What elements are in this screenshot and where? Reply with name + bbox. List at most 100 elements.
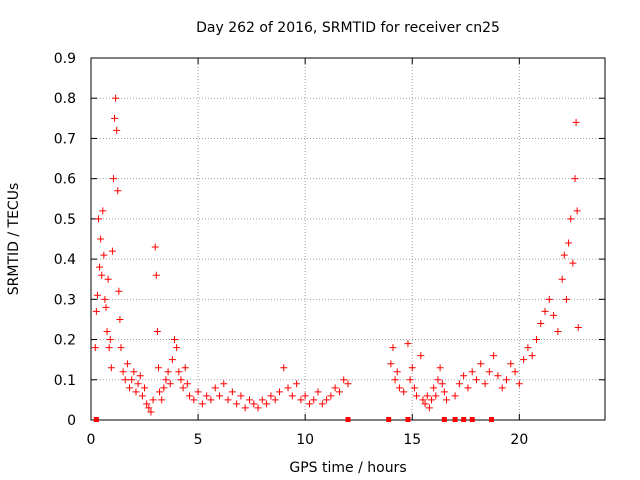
data-point: [340, 376, 348, 384]
data-point: [434, 376, 442, 384]
data-point: [460, 372, 468, 380]
data-point: [190, 396, 198, 404]
data-point: [145, 404, 153, 412]
data-point: [567, 215, 575, 223]
data-point: [93, 291, 101, 299]
data-point: [288, 392, 296, 400]
data-points: [91, 94, 582, 416]
data-point: [571, 175, 579, 183]
y-tick-label: 0.9: [54, 51, 76, 67]
data-point: [344, 380, 352, 388]
data-point: [103, 328, 111, 336]
data-point: [143, 400, 151, 408]
data-point: [545, 295, 553, 303]
data-point: [400, 388, 408, 396]
data-point: [284, 384, 292, 392]
data-point: [323, 396, 331, 404]
data-point: [162, 376, 170, 384]
data-point: [438, 380, 446, 388]
zero-marker: [93, 417, 99, 422]
data-point: [101, 295, 109, 303]
data-point: [207, 396, 215, 404]
data-point: [524, 344, 532, 352]
data-point: [574, 323, 582, 331]
data-point: [224, 396, 232, 404]
data-point: [423, 392, 431, 400]
data-point: [92, 307, 100, 315]
data-point: [228, 388, 236, 396]
y-axis-ticks: 0 0.1 0.2 0.3 0.4 0.5 0.6 0.7 0.8 0.9: [54, 51, 605, 429]
x-tick-label: 10: [296, 432, 314, 448]
data-point: [408, 364, 416, 372]
data-point: [267, 392, 275, 400]
data-point: [387, 360, 395, 368]
y-axis-label: SRMTID / TECUs: [6, 183, 22, 296]
data-point: [203, 392, 211, 400]
zero-marker: [469, 417, 475, 422]
data-point: [560, 251, 568, 259]
data-point: [395, 384, 403, 392]
data-point: [254, 404, 262, 412]
data-point: [119, 368, 127, 376]
y-tick-label: 0.5: [54, 212, 76, 228]
data-point: [502, 376, 510, 384]
data-point: [112, 94, 120, 102]
data-point: [107, 364, 115, 372]
data-point: [258, 396, 266, 404]
data-point: [419, 396, 427, 404]
data-point: [121, 376, 129, 384]
data-point: [406, 376, 414, 384]
data-point: [237, 392, 245, 400]
zero-marker: [405, 417, 411, 422]
data-point: [305, 400, 313, 408]
data-point: [404, 340, 412, 348]
data-point: [271, 396, 279, 404]
zero-marker: [386, 417, 392, 422]
chart-title: Day 262 of 2016, SRMTID for receiver cn2…: [196, 20, 500, 36]
data-point: [141, 384, 149, 392]
data-point: [430, 384, 438, 392]
data-point: [562, 295, 570, 303]
data-point: [464, 384, 472, 392]
data-point: [158, 396, 166, 404]
data-point: [428, 396, 436, 404]
data-point: [152, 271, 160, 279]
data-point: [443, 396, 451, 404]
data-point: [481, 380, 489, 388]
data-point: [425, 404, 433, 412]
data-point: [198, 400, 206, 408]
plot-frame: [90, 57, 606, 421]
data-point: [128, 376, 136, 384]
y-tick-label: 0.4: [54, 252, 76, 268]
data-point: [241, 404, 249, 412]
data-point: [151, 243, 159, 251]
data-point: [490, 352, 498, 360]
data-point: [123, 360, 131, 368]
data-point: [99, 207, 107, 215]
data-point: [211, 384, 219, 392]
x-axis-ticks: 0 5 10 15 20: [87, 58, 528, 448]
y-tick-label: 0.2: [54, 333, 76, 349]
data-point: [138, 392, 146, 400]
data-point: [156, 388, 164, 396]
data-point: [455, 380, 463, 388]
data-point: [550, 311, 558, 319]
data-point: [130, 368, 138, 376]
data-point: [164, 368, 172, 376]
data-point: [507, 360, 515, 368]
data-point: [153, 328, 161, 336]
data-point: [293, 380, 301, 388]
data-point: [275, 388, 283, 396]
data-point: [440, 388, 448, 396]
data-point: [473, 376, 480, 384]
data-point: [154, 364, 162, 372]
data-point: [113, 126, 121, 134]
x-tick-label: 5: [194, 432, 203, 448]
data-point: [179, 384, 187, 392]
data-point: [494, 372, 502, 380]
data-point: [171, 336, 179, 344]
data-point: [389, 344, 397, 352]
data-point: [263, 400, 271, 408]
data-point: [520, 356, 528, 364]
